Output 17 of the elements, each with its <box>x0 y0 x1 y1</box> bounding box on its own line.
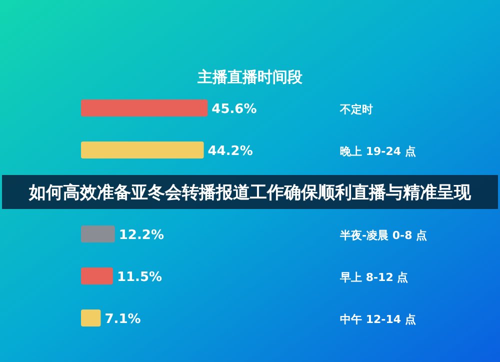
bar <box>81 100 208 116</box>
bar <box>81 310 101 326</box>
y-tick-label: 不定时 <box>339 103 373 116</box>
annotation: 如何高效准备亚冬会转播报道工作确保顺利直播与精准呈现 <box>28 183 472 203</box>
y-tick-label: 晚上 19-24 点 <box>340 145 416 158</box>
y-tick-label: 中午 12-14 点 <box>340 313 416 326</box>
y-tick-label: 早上 8-12 点 <box>339 271 408 284</box>
data-label: 12.2% <box>118 228 164 243</box>
data-label: 45.6% <box>212 102 257 117</box>
y-tick-label: 半夜-凌晨 0-8 点 <box>339 229 428 242</box>
text: 主播直播时间段 <box>196 68 304 86</box>
bar <box>81 226 115 242</box>
data-label: 7.1% <box>104 312 141 327</box>
bar <box>81 142 204 158</box>
data-label: 44.2% <box>208 144 253 159</box>
bar <box>81 268 113 284</box>
data-label: 11.5% <box>116 270 162 285</box>
